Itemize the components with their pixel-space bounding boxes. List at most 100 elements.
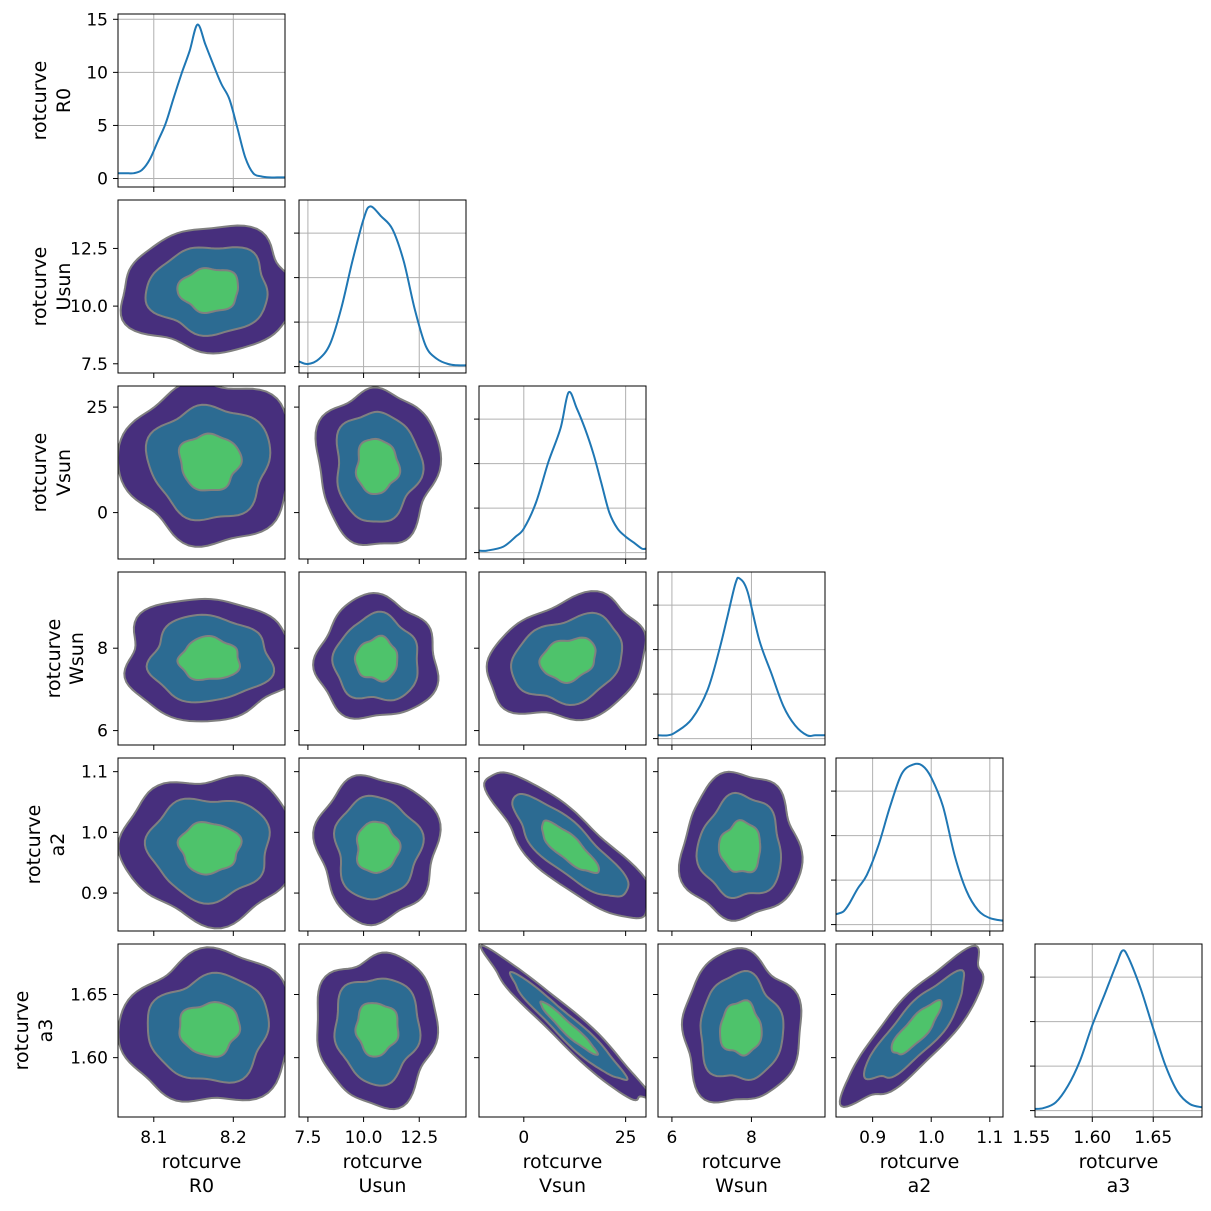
panel-Usun-Wsun [294,571,467,750]
x-axis-label: Vsun [539,1175,586,1197]
x-axis-label: a3 [1107,1175,1131,1197]
x-tick-label: 12.5 [400,1128,438,1148]
panel-a2-a3 [831,943,1004,1122]
marginal-R0 [113,13,286,192]
y-tick-label: 1.60 [70,1049,108,1069]
contour-inner [538,636,597,685]
contour-inner [176,635,242,682]
contour-inner [178,1000,242,1058]
y-tick-label: 10.0 [70,297,108,317]
panel-frame [117,199,286,374]
x-axis-label: rotcurve [880,1151,960,1173]
contour-inner [176,820,243,876]
contour-inner [890,998,943,1056]
marginal-Vsun [474,385,647,564]
x-tick-label: 6 [667,1128,678,1148]
x-axis-label: rotcurve [523,1151,603,1173]
y-tick-label: 0 [97,170,108,190]
x-axis-label: a2 [908,1175,932,1197]
x-axis-label: rotcurve [343,1151,423,1173]
y-axis-label: rotcurve [43,619,65,699]
y-tick-label: 8 [97,639,108,659]
x-tick-label: 7.5 [294,1128,321,1148]
panel-frame [478,571,647,746]
panel-frame [298,385,467,560]
x-tick-label: 8 [746,1128,757,1148]
y-tick-label: 5 [97,116,108,136]
y-axis-label: rotcurve [29,247,51,327]
kde-curve [1035,949,1202,1110]
panel-frame [298,199,467,374]
x-axis-label: rotcurve [162,1151,242,1173]
contour-inner [539,1000,600,1056]
y-tick-label: 15 [86,10,108,30]
kde-curve [658,576,825,738]
x-tick-label: 8.2 [220,1128,247,1148]
contour-inner [354,437,402,495]
panel-frame [1034,943,1203,1118]
panel-frame [835,757,1004,932]
panel-Vsun-a2 [474,757,647,936]
x-tick-label: 1.55 [1012,1128,1050,1148]
marginal-a3 [1030,943,1203,1122]
contour-inner [353,634,399,683]
contour-inner [719,999,763,1057]
marginal-Usun [294,199,467,378]
panel-frame [117,571,286,746]
panel-frame [298,943,467,1118]
panel-R0-a3 [113,943,286,1122]
panel-Vsun-Wsun [474,571,647,750]
panel-Wsun-a3 [653,943,826,1122]
panel-frame [298,571,467,746]
panel-Usun-a2 [294,757,467,936]
y-axis-label: R0 [53,88,75,113]
y-tick-label: 0.9 [81,884,108,904]
panel-frame [478,943,647,1118]
x-tick-label: 1.1 [976,1128,1003,1148]
panel-Wsun-a2 [653,757,826,936]
y-axis-label: Wsun [66,632,88,685]
x-axis-label: Usun [359,1175,407,1197]
kde-curve [836,762,1003,922]
x-tick-label: 1.0 [918,1128,945,1148]
x-tick-label: 10.0 [345,1128,383,1148]
panel-frame [478,385,647,560]
y-tick-label: 6 [97,722,108,742]
y-tick-label: 25 [86,398,108,418]
y-tick-label: 0 [97,504,108,524]
panel-frame [298,757,467,932]
panel-frame [657,943,826,1118]
x-tick-label: 8.1 [140,1128,167,1148]
panel-frame [117,13,286,188]
panel-frame [657,571,826,746]
panel-R0-Usun [113,199,286,378]
kde-curve [118,23,285,179]
x-axis-label: rotcurve [1079,1151,1159,1173]
panel-R0-Vsun [113,385,286,564]
panel-frame [835,943,1004,1118]
y-tick-label: 1.1 [81,763,108,783]
y-axis-label: rotcurve [11,991,33,1071]
y-tick-label: 10 [86,63,108,83]
marginal-Wsun [653,571,826,750]
x-tick-label: 1.65 [1134,1128,1172,1148]
y-tick-label: 7.5 [81,355,108,375]
y-axis-label: rotcurve [29,433,51,513]
panel-frame [117,757,286,932]
panel-Usun-Vsun [294,385,467,564]
kde-curve [299,205,466,367]
y-axis-label: Vsun [53,449,75,496]
panel-R0-a2 [113,757,286,936]
x-tick-label: 0.9 [859,1128,886,1148]
y-axis-label: a2 [47,833,69,857]
panel-Vsun-a3 [474,943,647,1122]
x-tick-label: 25 [615,1128,637,1148]
panel-frame [478,757,647,932]
contour-inner [355,820,402,875]
contour-inner [177,432,243,492]
contour-inner [717,819,762,874]
y-tick-label: 1.65 [70,986,108,1006]
panel-frame [117,943,286,1118]
kde-curve [479,390,646,552]
